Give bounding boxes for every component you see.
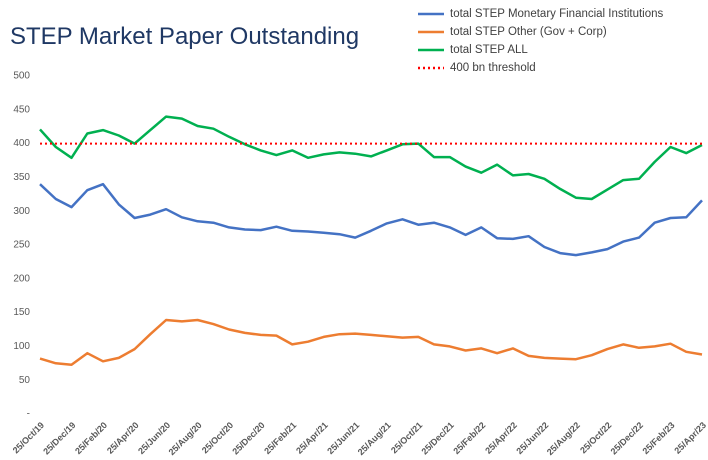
x-tick-label: 25/Dec/21 xyxy=(419,420,455,456)
y-tick-label: - xyxy=(27,409,30,420)
x-tick-label: 25/Aug/22 xyxy=(545,420,582,457)
legend-label: total STEP Other (Gov + Corp) xyxy=(450,26,607,38)
x-tick-label: 25/Apr/20 xyxy=(105,420,141,456)
y-tick-label: 150 xyxy=(13,307,30,318)
series-line xyxy=(39,115,703,201)
x-tick-label: 25/Dec/20 xyxy=(230,420,266,456)
y-tick-label: 500 xyxy=(13,71,30,82)
y-tick-label: 300 xyxy=(13,206,30,217)
x-tick-label: 25/Feb/23 xyxy=(640,420,676,456)
x-tick-label: 25/Aug/20 xyxy=(167,420,204,457)
x-tick-label: 25/Feb/22 xyxy=(451,420,487,456)
y-tick-label: 450 xyxy=(13,104,30,115)
y-tick-label: 250 xyxy=(13,240,30,251)
x-tick-label: 25/Feb/20 xyxy=(73,420,109,456)
x-tick-label: 25/Feb/21 xyxy=(262,420,298,456)
y-tick-label: 50 xyxy=(19,375,31,386)
y-tick-label: 100 xyxy=(13,341,30,352)
legend-label: total STEP ALL xyxy=(450,44,528,56)
legend-label: total STEP Monetary Financial Institutio… xyxy=(450,8,664,20)
x-tick-label: 25/Dec/19 xyxy=(41,420,77,456)
y-tick-label: 350 xyxy=(13,172,30,183)
chart-title: STEP Market Paper Outstanding xyxy=(10,23,359,50)
y-tick-label: 400 xyxy=(13,138,30,149)
series-line xyxy=(39,182,703,257)
x-tick-label: 25/Aug/21 xyxy=(356,420,393,457)
x-tick-label: 25/Apr/21 xyxy=(294,420,330,456)
y-tick-label: 200 xyxy=(13,273,30,284)
x-tick-label: 25/Apr/23 xyxy=(672,420,708,456)
x-tick-label: 25/Apr/22 xyxy=(483,420,519,456)
x-tick-label: 25/Dec/22 xyxy=(609,420,645,456)
series-line xyxy=(39,318,703,366)
legend-label: 400 bn threshold xyxy=(450,62,536,74)
